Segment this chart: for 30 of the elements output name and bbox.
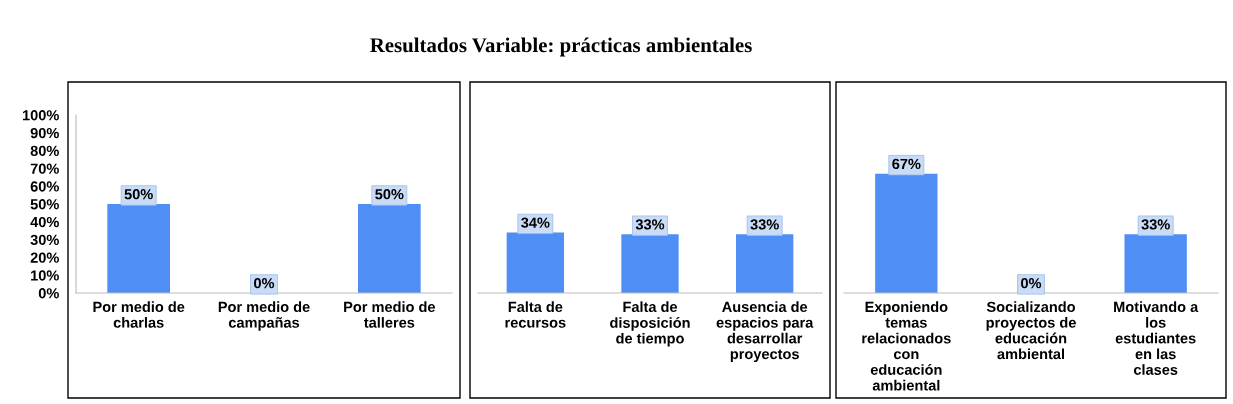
data-label: 67%: [892, 158, 921, 170]
x-tick-label: Por medio de talleres: [344, 301, 436, 328]
y-tick-label: 0%: [38, 288, 59, 299]
data-label: 33%: [1141, 219, 1170, 230]
y-tick-label: 60%: [30, 181, 59, 192]
y-tick-label: 80%: [30, 145, 59, 157]
y-tick-label: 20%: [30, 252, 59, 263]
data-label: 33%: [635, 219, 665, 230]
x-tick-label: Por medio de campañas: [218, 301, 310, 331]
y-tick-label: 90%: [30, 127, 59, 139]
y-tick-label: 40%: [30, 216, 59, 228]
data-label: 50%: [124, 189, 153, 200]
x-tick-label: Socializando proyectos de educación ambiental: [986, 301, 1076, 360]
x-tick-label: Ausencia de espacios para desarrollar proyectos: [716, 301, 814, 363]
x-tick-label: Falta de disposición de tiempo: [610, 301, 690, 347]
y-tick-label: 10%: [31, 270, 59, 281]
y-tick-label: 50%: [30, 199, 59, 210]
x-tick-label: Motivando a los estudiantes en las clases: [1114, 301, 1199, 375]
data-label: 0%: [254, 278, 275, 289]
text: Resultados Variable: prácticas ambientales: [370, 37, 752, 57]
x-tick-label: Exponiendo temas relacionados con educación ambiental: [862, 301, 951, 391]
x-tick-label: Por medio de charlas: [93, 301, 185, 328]
data-label: 33%: [750, 219, 779, 230]
y-tick-label: 70%: [30, 163, 59, 174]
data-label: 50%: [375, 189, 404, 200]
data-label: 0%: [1021, 278, 1042, 289]
y-tick-label: 30%: [30, 234, 59, 246]
y-tick-label: 100%: [22, 110, 59, 121]
x-tick-label: Falta de recursos: [505, 301, 566, 328]
data-label: 34%: [521, 217, 550, 228]
